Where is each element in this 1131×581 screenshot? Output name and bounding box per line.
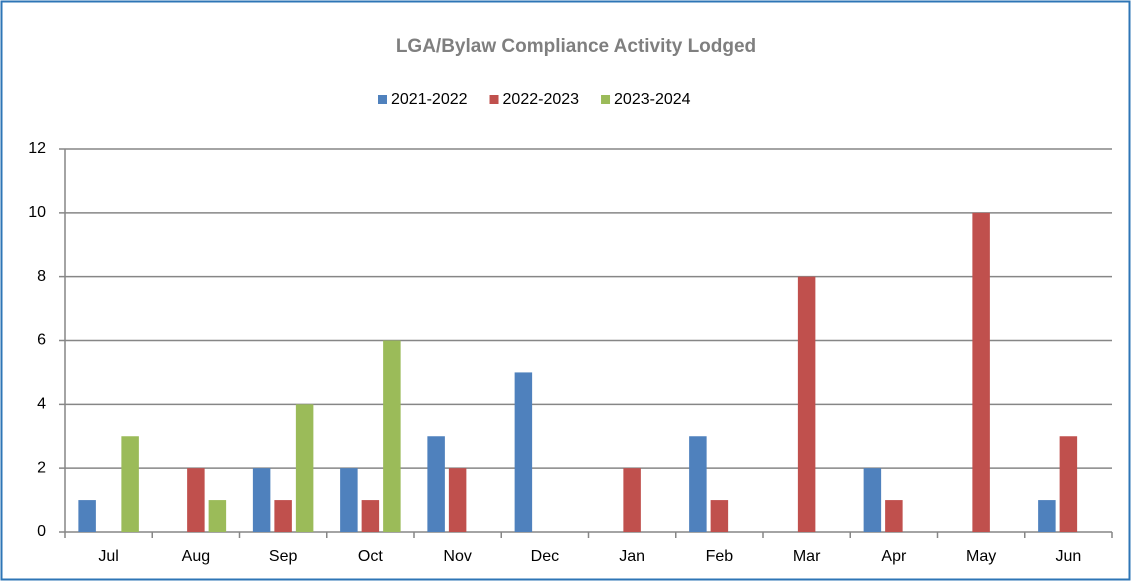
x-tick-label: Feb xyxy=(706,548,734,565)
y-tick-label: 2 xyxy=(37,459,46,476)
x-tick-label: Sep xyxy=(269,548,298,565)
legend: 2021-2022 2022-2023 2023-2024 xyxy=(378,91,691,108)
bar xyxy=(863,468,882,532)
legend-swatch xyxy=(489,95,499,104)
bar xyxy=(187,468,205,532)
bar xyxy=(710,500,729,532)
bar xyxy=(340,468,358,532)
x-tick-label: Nov xyxy=(443,548,471,565)
y-tick-label: 6 xyxy=(37,332,46,349)
x-tick-label: Apr xyxy=(881,548,907,565)
bar xyxy=(427,436,445,532)
bar xyxy=(1059,436,1078,532)
bar xyxy=(623,468,641,532)
bar xyxy=(274,500,292,532)
legend-label: 2022-2023 xyxy=(503,91,580,108)
x-tick-label: Oct xyxy=(358,548,383,565)
bar xyxy=(252,468,271,532)
y-tick-label: 12 xyxy=(28,140,46,157)
bar xyxy=(361,500,380,532)
x-tick-label: Aug xyxy=(182,548,210,565)
bar xyxy=(208,500,227,532)
bar xyxy=(448,468,467,532)
x-tick-label: Dec xyxy=(531,548,559,565)
y-tick-label: 10 xyxy=(28,204,46,221)
y-tick-label: 4 xyxy=(37,396,46,413)
x-tick-label: Jan xyxy=(619,548,645,565)
x-tick-label: May xyxy=(966,548,996,565)
legend-swatch xyxy=(378,95,387,104)
legend-label: 2023-2024 xyxy=(614,91,691,108)
x-tick-label: Mar xyxy=(793,548,821,565)
bar xyxy=(1038,500,1056,532)
legend-label: 2021-2022 xyxy=(391,91,468,108)
x-tick-label: Jul xyxy=(98,548,118,565)
legend-swatch xyxy=(601,95,611,104)
bar xyxy=(514,372,533,532)
y-tick-label: 8 xyxy=(37,268,46,285)
x-tick-label: Jun xyxy=(1055,548,1081,565)
bar xyxy=(78,500,96,532)
bar xyxy=(797,276,816,532)
bar xyxy=(295,404,314,532)
bar xyxy=(383,340,401,532)
bar xyxy=(885,500,903,532)
y-tick-label: 0 xyxy=(37,523,46,540)
chart-title: LGA/Bylaw Compliance Activity Lodged xyxy=(396,36,756,57)
bar xyxy=(121,436,139,532)
bar xyxy=(972,212,990,533)
bar xyxy=(689,436,707,532)
